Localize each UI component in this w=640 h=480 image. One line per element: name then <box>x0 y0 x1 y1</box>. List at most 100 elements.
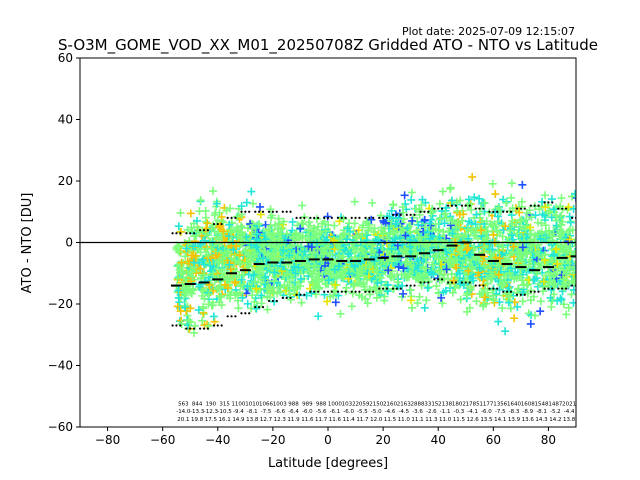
scatter-point <box>288 217 297 226</box>
scatter-point <box>558 243 567 252</box>
scatter-point <box>384 266 393 275</box>
scatter-point <box>481 293 490 302</box>
bin-stat-mean: -6.4 <box>288 409 299 415</box>
bin-stat-mean: -1.1 <box>440 409 451 415</box>
scatter-point <box>446 183 455 192</box>
lower-envelope-dot <box>206 327 209 330</box>
scatter-point <box>243 282 252 291</box>
lower-envelope-dot <box>289 296 292 299</box>
scatter-point <box>472 210 481 219</box>
upper-envelope-dot <box>189 232 192 235</box>
scatter-point <box>523 248 532 257</box>
upper-envelope-dot <box>427 210 430 213</box>
upper-envelope-dot <box>502 210 505 213</box>
scatter-point <box>467 263 476 272</box>
bin-stat-std: 11.0 <box>439 417 452 423</box>
scatter-point <box>196 264 205 273</box>
scatter-point <box>412 273 421 282</box>
scatter-point <box>551 280 560 289</box>
bin-stat-count: 3315 <box>424 401 438 407</box>
y-axis-ticks: −60 −40 −20 0 20 40 60 <box>48 51 80 434</box>
lower-envelope-dot <box>309 290 312 293</box>
bin-stat-mean: -0.3 <box>454 409 465 415</box>
scatter-point <box>431 220 440 229</box>
scatter-point <box>477 288 486 297</box>
scatter-point <box>321 267 330 276</box>
scatter-point <box>472 297 481 306</box>
scatter-point <box>477 226 486 235</box>
scatter-point <box>214 284 223 293</box>
scatter-point <box>186 304 195 313</box>
bin-stat-std: 14.9 <box>232 417 245 423</box>
upper-envelope-dot <box>289 210 292 213</box>
scatter-point <box>411 204 420 213</box>
scatter-point <box>290 262 299 271</box>
upper-envelope-dot <box>519 207 522 210</box>
scatter-point <box>197 274 206 283</box>
scatter-point <box>438 299 447 308</box>
scatter-point <box>288 274 297 283</box>
scatter-point <box>263 305 272 314</box>
scatter-point <box>549 251 558 260</box>
scatter-point <box>527 229 536 238</box>
lower-envelope-dot <box>482 284 485 287</box>
scatter-point <box>406 242 415 251</box>
scatter-point <box>359 221 368 230</box>
lower-envelope-dot <box>175 324 178 327</box>
scatter-point <box>279 246 288 255</box>
scatter-point <box>567 290 576 299</box>
lower-envelope-dot <box>427 281 430 284</box>
scatter-point <box>314 222 323 231</box>
scatter-point <box>217 293 226 302</box>
scatter-point <box>566 225 575 234</box>
lower-envelope-dot <box>299 293 302 296</box>
scatter-point <box>343 235 352 244</box>
bin-stat-count: 1802 <box>452 401 466 407</box>
scatter-point <box>399 208 408 217</box>
scatter-point <box>248 291 257 300</box>
upper-envelope-dot <box>464 204 467 207</box>
scatter-point <box>466 282 475 291</box>
scatter-point <box>247 187 256 196</box>
scatter-point <box>464 225 473 234</box>
scatter-point <box>218 255 227 264</box>
y-tick-label: −40 <box>48 359 73 373</box>
scatter-point <box>294 263 303 272</box>
scatter-point <box>389 200 398 209</box>
scatter-point <box>237 202 246 211</box>
scatter-point <box>308 226 317 235</box>
scatter-point <box>375 273 384 282</box>
bin-stat-count: 1608 <box>521 401 535 407</box>
scatter-point <box>489 296 498 305</box>
scatter-point <box>456 269 465 278</box>
bin-stat-count: 1356 <box>493 401 507 407</box>
scatter-point <box>222 206 231 215</box>
scatter-point <box>456 249 465 258</box>
scatter-point <box>357 293 366 301</box>
scatter-point <box>406 227 415 236</box>
bin-stat-mean: -6.0 <box>481 409 492 415</box>
scatter-point <box>479 233 488 242</box>
scatter-point <box>174 293 183 302</box>
scatter-point <box>386 271 395 280</box>
bin-stat-std: 11.0 <box>398 417 411 423</box>
y-tick-label: −20 <box>48 297 73 311</box>
lower-envelope-dot <box>423 281 426 284</box>
scatter-point <box>513 229 522 238</box>
scatter-point <box>393 278 402 287</box>
scatter-point <box>441 209 450 218</box>
bin-stat-count: 1010 <box>245 401 259 407</box>
bin-stat-std: 13.8 <box>246 417 259 423</box>
scatter-point <box>541 191 550 200</box>
scatter-point <box>237 275 246 284</box>
scatter-point <box>441 286 450 295</box>
bin-stat-std: 11.9 <box>287 417 300 423</box>
upper-envelope-dot <box>492 210 495 213</box>
scatter-point <box>507 179 516 188</box>
scatter-point <box>562 310 571 319</box>
scatter-point <box>225 220 234 229</box>
scatter-point <box>177 320 186 329</box>
bin-stat-std: 12.7 <box>260 417 273 423</box>
scatter-point <box>243 299 252 308</box>
lower-envelope-dot <box>275 299 278 303</box>
